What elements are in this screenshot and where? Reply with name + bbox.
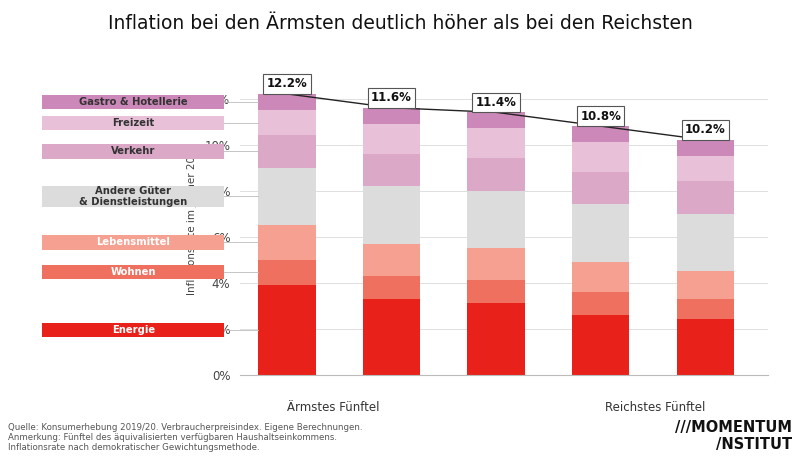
Bar bbox=[258, 94, 316, 110]
Bar bbox=[258, 110, 316, 135]
Bar bbox=[572, 142, 630, 172]
Bar bbox=[258, 168, 316, 225]
FancyBboxPatch shape bbox=[42, 235, 224, 250]
Bar bbox=[677, 156, 734, 181]
FancyBboxPatch shape bbox=[42, 116, 224, 130]
Bar bbox=[363, 299, 420, 375]
Bar bbox=[467, 112, 525, 128]
Bar bbox=[363, 276, 420, 299]
Bar bbox=[467, 128, 525, 159]
Bar bbox=[677, 271, 734, 299]
Text: ///MOMENTUM
/NSTITUT: ///MOMENTUM /NSTITUT bbox=[675, 420, 792, 452]
Bar bbox=[677, 319, 734, 375]
Text: Inflation bei den Ärmsten deutlich höher als bei den Reichsten: Inflation bei den Ärmsten deutlich höher… bbox=[107, 14, 693, 33]
Bar bbox=[363, 108, 420, 124]
Bar bbox=[258, 135, 316, 168]
Bar bbox=[677, 213, 734, 271]
Bar bbox=[572, 126, 630, 142]
Text: 11.4%: 11.4% bbox=[476, 96, 517, 109]
Bar bbox=[258, 225, 316, 260]
Bar bbox=[363, 244, 420, 276]
Bar bbox=[363, 154, 420, 186]
FancyBboxPatch shape bbox=[42, 186, 224, 207]
Bar bbox=[467, 303, 525, 375]
Text: Ärmstes Fünftel: Ärmstes Fünftel bbox=[287, 401, 379, 414]
Text: 11.6%: 11.6% bbox=[371, 91, 412, 104]
Text: 10.8%: 10.8% bbox=[580, 110, 621, 122]
Bar bbox=[572, 172, 630, 204]
Bar bbox=[467, 191, 525, 248]
FancyBboxPatch shape bbox=[42, 265, 224, 279]
Text: Andere Güter
& Dienstleistungen: Andere Güter & Dienstleistungen bbox=[79, 186, 187, 207]
Bar bbox=[572, 292, 630, 315]
Text: Gastro & Hotellerie: Gastro & Hotellerie bbox=[79, 97, 188, 107]
Text: 12.2%: 12.2% bbox=[266, 77, 307, 90]
Text: Quelle: Konsumerhebung 2019/20. Verbraucherpreisindex. Eigene Berechnungen.
Anme: Quelle: Konsumerhebung 2019/20. Verbrauc… bbox=[8, 423, 362, 452]
Text: Freizeit: Freizeit bbox=[112, 118, 154, 128]
Bar bbox=[258, 260, 316, 285]
Y-axis label: Inflationsrate im Jänner 2023: Inflationsrate im Jänner 2023 bbox=[187, 143, 198, 296]
Text: Verkehr: Verkehr bbox=[111, 146, 155, 156]
Bar bbox=[572, 315, 630, 375]
Text: Reichstes Fünftel: Reichstes Fünftel bbox=[605, 401, 706, 414]
FancyBboxPatch shape bbox=[42, 323, 224, 337]
Text: Energie: Energie bbox=[112, 325, 155, 335]
Bar bbox=[572, 262, 630, 292]
FancyBboxPatch shape bbox=[42, 95, 224, 109]
Bar bbox=[467, 248, 525, 280]
Text: Lebensmittel: Lebensmittel bbox=[97, 237, 170, 247]
Bar bbox=[258, 285, 316, 375]
Text: Wohnen: Wohnen bbox=[110, 267, 156, 277]
Bar bbox=[677, 140, 734, 156]
Bar bbox=[363, 124, 420, 154]
FancyBboxPatch shape bbox=[42, 144, 224, 159]
Bar bbox=[467, 280, 525, 303]
Bar bbox=[677, 181, 734, 213]
Text: 10.2%: 10.2% bbox=[685, 123, 726, 137]
Bar bbox=[467, 159, 525, 191]
Bar bbox=[677, 299, 734, 319]
Bar bbox=[572, 204, 630, 262]
Bar bbox=[363, 186, 420, 244]
